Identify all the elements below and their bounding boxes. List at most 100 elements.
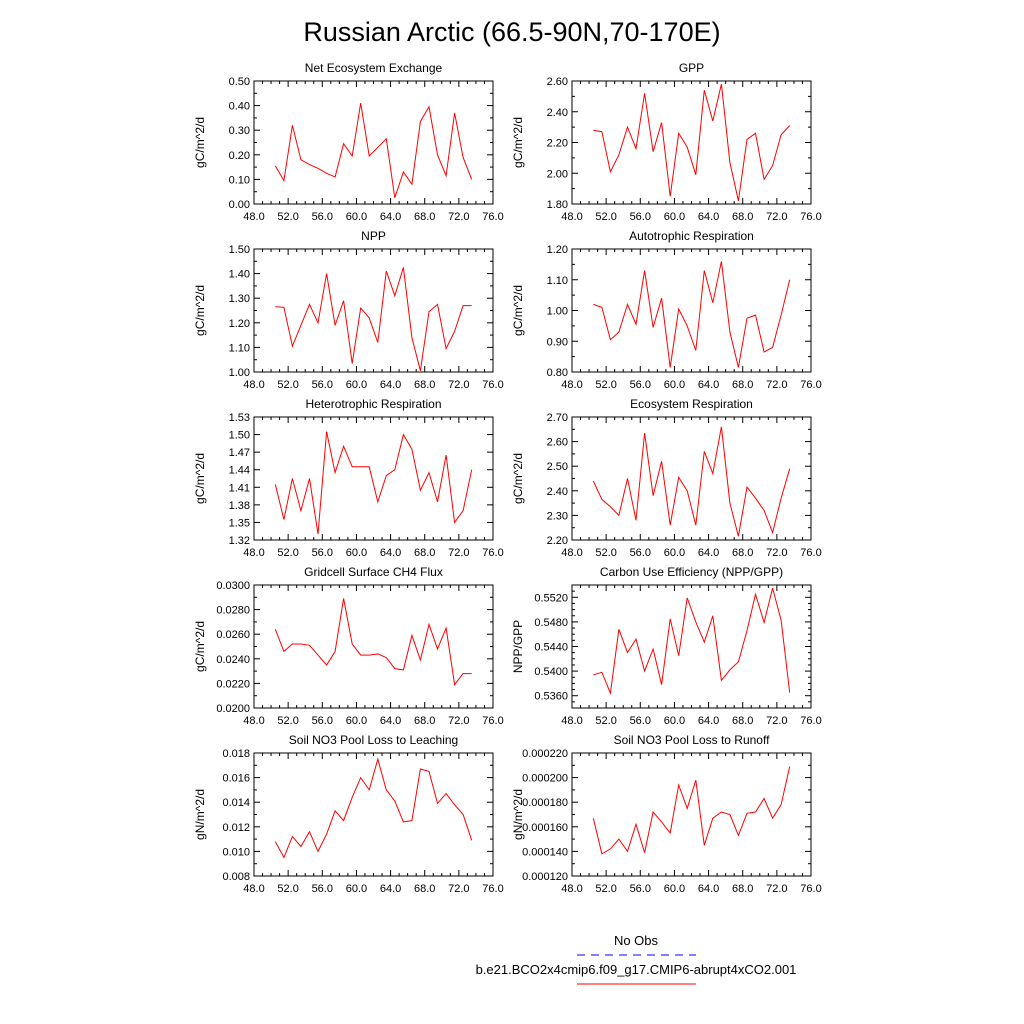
y-tick-label: 0.000140	[522, 846, 568, 858]
series-line-soil-no3-pool-loss-to-runoff	[592, 766, 791, 855]
y-tick-label: 1.41	[229, 482, 250, 494]
series-line-ecosystem-respiration	[592, 426, 791, 537]
y-tick-label: 2.70	[547, 412, 568, 424]
y-tick-label: 1.30	[229, 293, 250, 305]
y-tick-label: 1.50	[229, 244, 250, 256]
y-tick-label: 2.60	[547, 76, 568, 88]
x-tick-label: 68.0	[414, 379, 435, 391]
y-tick-label: 0.5440	[534, 642, 568, 654]
x-tick-label: 72.0	[448, 211, 469, 223]
x-tick-label: 72.0	[448, 379, 469, 391]
x-tick-label: 64.0	[698, 547, 719, 559]
panel-title: Carbon Use Efficiency (NPP/GPP)	[600, 565, 783, 579]
y-tick-label: 0.0300	[216, 580, 250, 592]
x-tick-label: 56.0	[312, 379, 333, 391]
x-tick-label: 72.0	[448, 715, 469, 727]
x-tick-label: 56.0	[630, 715, 651, 727]
x-tick-label: 60.0	[346, 883, 367, 895]
y-tick-label: 0.50	[229, 76, 250, 88]
y-tick-label: 2.20	[547, 138, 568, 150]
y-tick-label: 0.5360	[534, 691, 568, 703]
y-tick-label: 0.00	[229, 199, 250, 211]
x-tick-label: 72.0	[766, 715, 787, 727]
y-tick-label: 1.10	[229, 342, 250, 354]
y-tick-label: 2.30	[547, 510, 568, 522]
x-tick-label: 76.0	[800, 547, 821, 559]
x-tick-label: 68.0	[732, 715, 753, 727]
x-tick-label: 60.0	[664, 211, 685, 223]
y-tick-label: 0.0200	[216, 703, 250, 715]
y-tick-label: 0.014	[222, 797, 250, 809]
y-tick-label: 0.0220	[216, 678, 250, 690]
x-tick-label: 56.0	[630, 379, 651, 391]
x-tick-label: 72.0	[766, 883, 787, 895]
x-tick-label: 48.0	[561, 379, 582, 391]
x-tick-label: 64.0	[698, 883, 719, 895]
y-tick-label: 1.32	[229, 535, 250, 547]
x-tick-label: 56.0	[630, 883, 651, 895]
x-tick-label: 52.0	[595, 211, 616, 223]
x-tick-label: 76.0	[800, 715, 821, 727]
y-tick-label: 0.000160	[522, 822, 568, 834]
panel-grid: Net Ecosystem Exchange gC/m^2/d 48.0 52.0 56…	[193, 61, 822, 895]
plot-frame	[571, 248, 812, 373]
x-tick-label: 60.0	[664, 883, 685, 895]
legend-label-model-run: b.e21.BCO2x4cmip6.f09_g17.CMIP6-abrupt4x…	[476, 962, 797, 977]
y-tick-label: 1.47	[229, 447, 250, 459]
x-tick-label: 76.0	[482, 715, 503, 727]
x-tick-label: 76.0	[800, 211, 821, 223]
x-tick-label: 60.0	[664, 715, 685, 727]
panel-title: GPP	[679, 61, 704, 75]
x-tick-label: 48.0	[561, 883, 582, 895]
y-axis-label: gC/m^2/d	[193, 621, 207, 672]
x-tick-label: 64.0	[698, 715, 719, 727]
x-tick-label: 68.0	[732, 883, 753, 895]
y-tick-label: 2.00	[547, 168, 568, 180]
x-tick-label: 72.0	[448, 547, 469, 559]
x-tick-label: 52.0	[277, 883, 298, 895]
panel-gpp: GPP gC/m^2/d 48.0 52.0 56.0 60.0 64.0 68.0 72.0 7…	[511, 61, 822, 223]
y-tick-label: 2.50	[547, 461, 568, 473]
x-tick-label: 76.0	[800, 883, 821, 895]
y-tick-label: 0.008	[222, 871, 250, 883]
x-tick-label: 64.0	[698, 211, 719, 223]
x-tick-label: 48.0	[243, 883, 264, 895]
y-tick-label: 0.000120	[522, 871, 568, 883]
x-tick-label: 72.0	[766, 379, 787, 391]
y-tick-label: 2.40	[547, 107, 568, 119]
x-tick-label: 64.0	[380, 379, 401, 391]
x-tick-label: 60.0	[346, 379, 367, 391]
y-tick-label: 1.50	[229, 430, 250, 442]
y-tick-label: 1.20	[547, 244, 568, 256]
y-tick-label: 0.000180	[522, 797, 568, 809]
x-tick-label: 60.0	[346, 211, 367, 223]
y-tick-label: 0.5480	[534, 617, 568, 629]
x-tick-label: 52.0	[595, 715, 616, 727]
y-tick-label: 1.80	[547, 199, 568, 211]
y-tick-label: 0.5520	[534, 592, 568, 604]
x-tick-label: 76.0	[482, 883, 503, 895]
x-tick-label: 52.0	[277, 715, 298, 727]
x-tick-label: 76.0	[482, 379, 503, 391]
panel-title: Heterotrophic Respiration	[305, 397, 441, 411]
x-tick-label: 48.0	[243, 211, 264, 223]
panel-title: Autotrophic Respiration	[629, 229, 754, 243]
y-tick-label: 1.38	[229, 500, 250, 512]
y-axis-label: gC/m^2/d	[193, 117, 207, 168]
x-tick-label: 72.0	[766, 211, 787, 223]
y-axis-label: gC/m^2/d	[511, 117, 525, 168]
x-tick-label: 48.0	[243, 379, 264, 391]
y-tick-label: 0.010	[222, 846, 250, 858]
y-tick-label: 1.00	[547, 306, 568, 318]
x-tick-label: 48.0	[561, 211, 582, 223]
y-axis-label: NPP/GPP	[511, 620, 525, 673]
x-tick-label: 64.0	[380, 547, 401, 559]
panel-heterotrophic-respiration: Heterotrophic Respiration gC/m^2/d 48.0 52.…	[193, 397, 504, 559]
panel-title: NPP	[361, 229, 386, 243]
x-tick-label: 48.0	[243, 715, 264, 727]
plot-frame	[253, 248, 494, 373]
series-line-npp	[275, 267, 472, 371]
panel-title: Ecosystem Respiration	[630, 397, 753, 411]
x-tick-label: 72.0	[448, 883, 469, 895]
